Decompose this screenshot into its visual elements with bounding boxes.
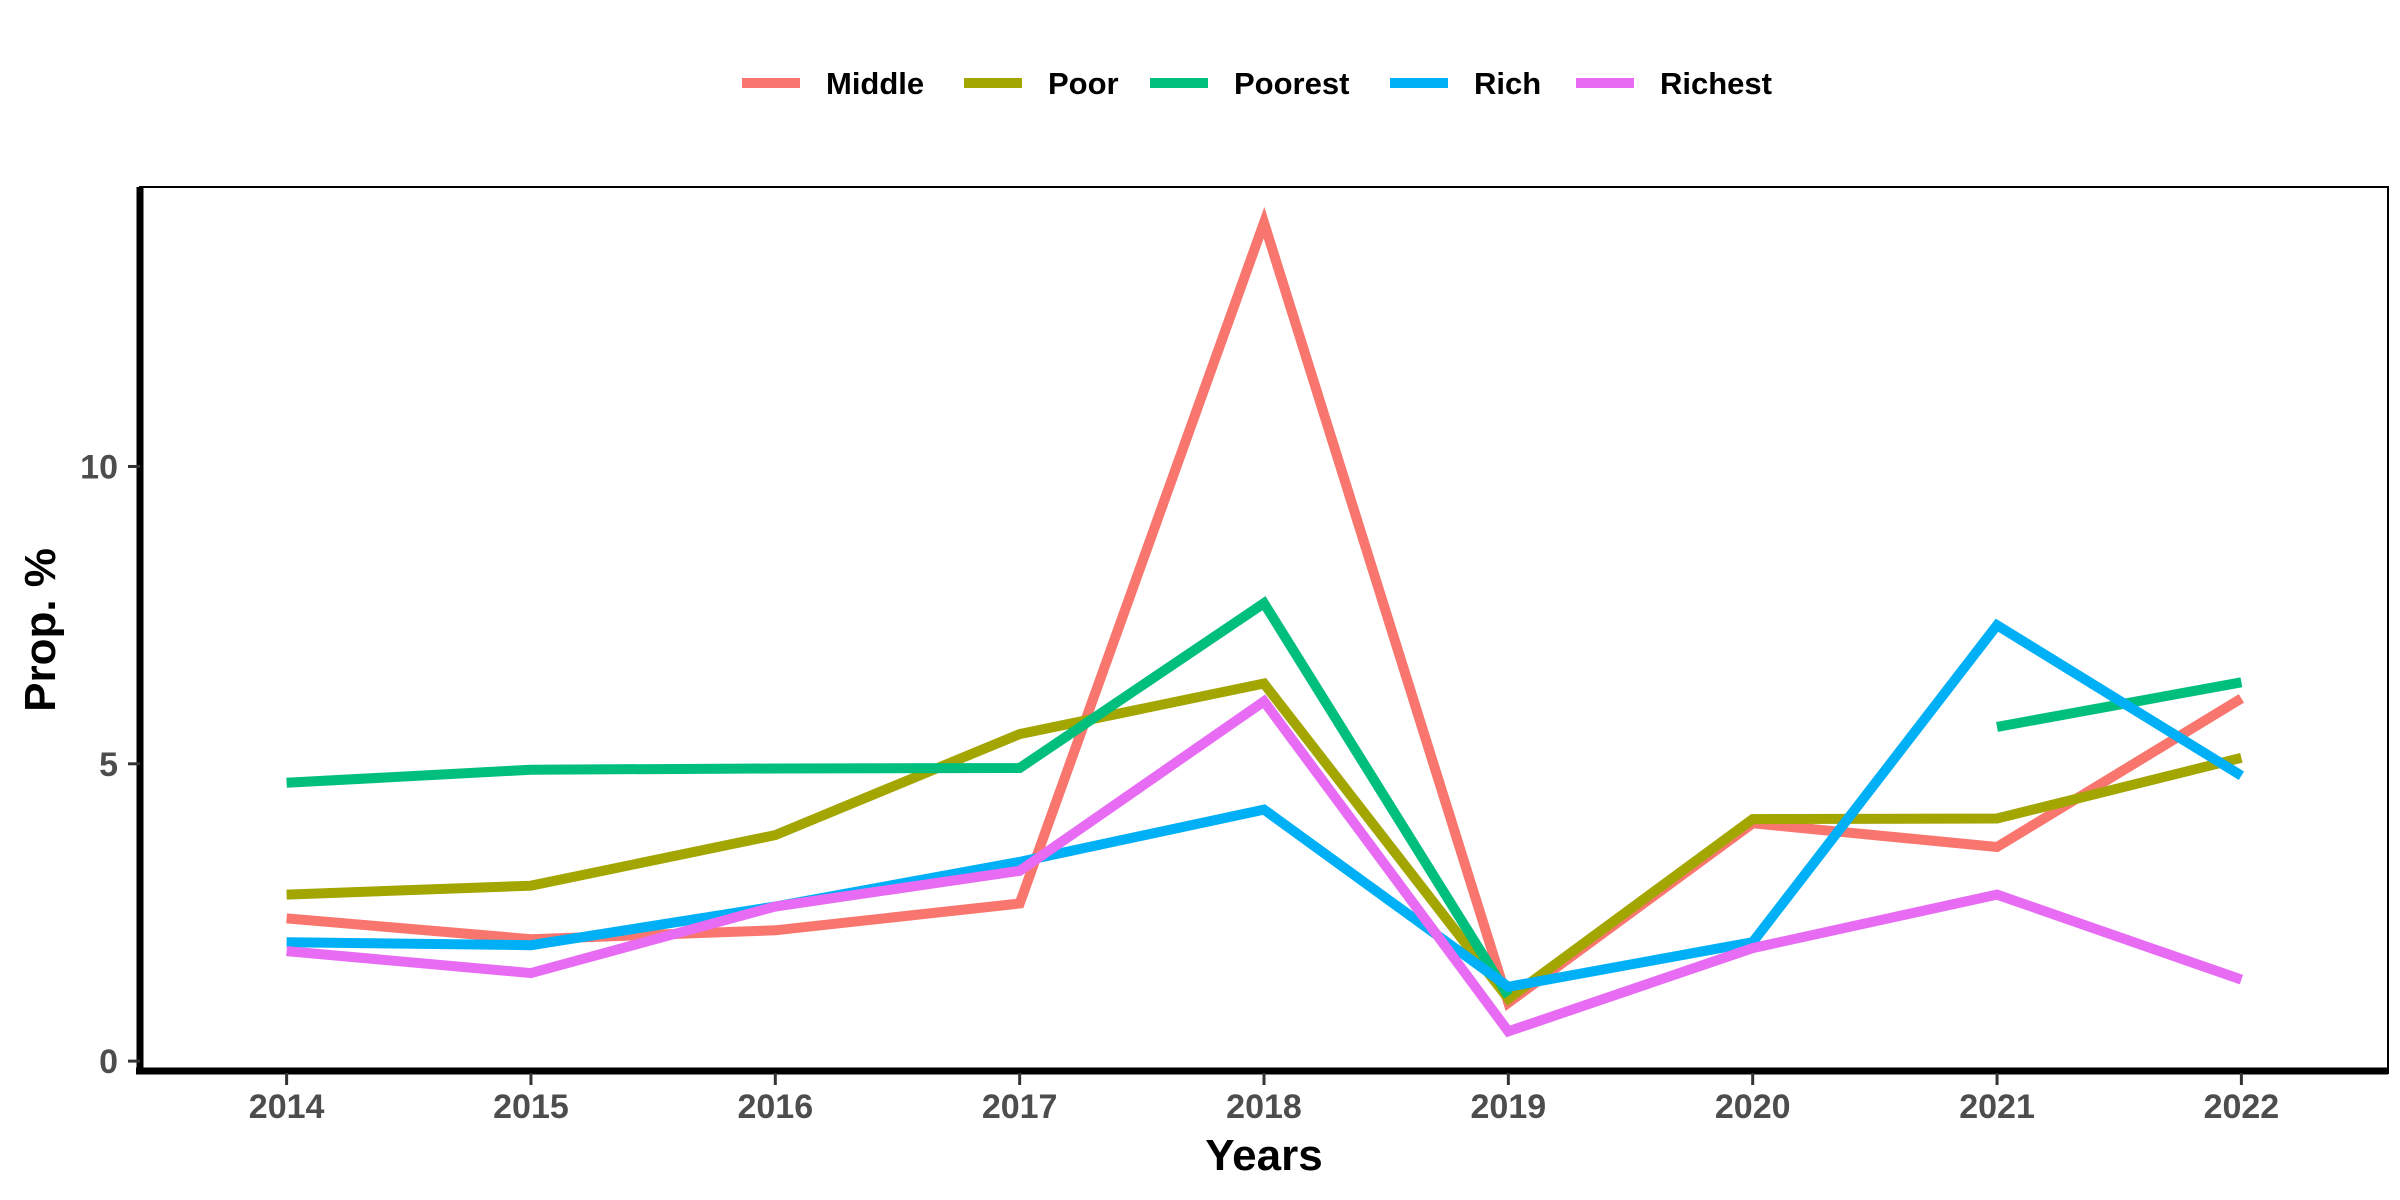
y-axis-ticks: 0 5 10: [80, 448, 140, 1081]
series-layer: [286, 206, 2245, 1038]
x-tick-label: 2017: [982, 1088, 1058, 1126]
series-line-rich: [286, 618, 2245, 993]
legend-item-richest: Richest: [1576, 66, 1772, 101]
x-tick-label: 2018: [1226, 1088, 1302, 1126]
x-tick-label: 2020: [1715, 1088, 1791, 1126]
x-tick-label: 2019: [1471, 1088, 1547, 1126]
x-tick-label: 2021: [1959, 1088, 2035, 1126]
legend: Middle Poor Poorest Rich Richest: [742, 66, 1772, 101]
series-line-richest: [286, 694, 2244, 1038]
legend-item-poorest: Poorest: [1150, 66, 1349, 101]
legend-label: Rich: [1474, 66, 1541, 101]
y-tick-label: 10: [80, 448, 118, 486]
legend-item-rich: Rich: [1390, 66, 1541, 101]
legend-item-poor: Poor: [964, 66, 1119, 101]
legend-label: Richest: [1660, 66, 1772, 101]
x-tick-label: 2022: [2204, 1088, 2280, 1126]
series-line-poor: [286, 677, 2243, 1006]
x-tick-label: 2015: [493, 1088, 569, 1126]
x-tick-label: 2014: [249, 1088, 325, 1126]
y-tick-label: 5: [99, 746, 118, 784]
x-axis-ticks: 2014 2015 2016 2017 2018 2019 2020 2021 2022: [249, 1073, 2279, 1126]
legend-label: Poor: [1048, 66, 1119, 101]
legend-label: Poorest: [1234, 66, 1349, 101]
legend-label: Middle: [826, 66, 924, 101]
x-tick-label: 2016: [737, 1088, 813, 1126]
x-axis-title: Years: [1205, 1131, 1322, 1180]
y-axis-title: Prop. %: [16, 548, 65, 712]
legend-item-middle: Middle: [742, 66, 924, 101]
y-tick-label: 0: [99, 1043, 118, 1081]
